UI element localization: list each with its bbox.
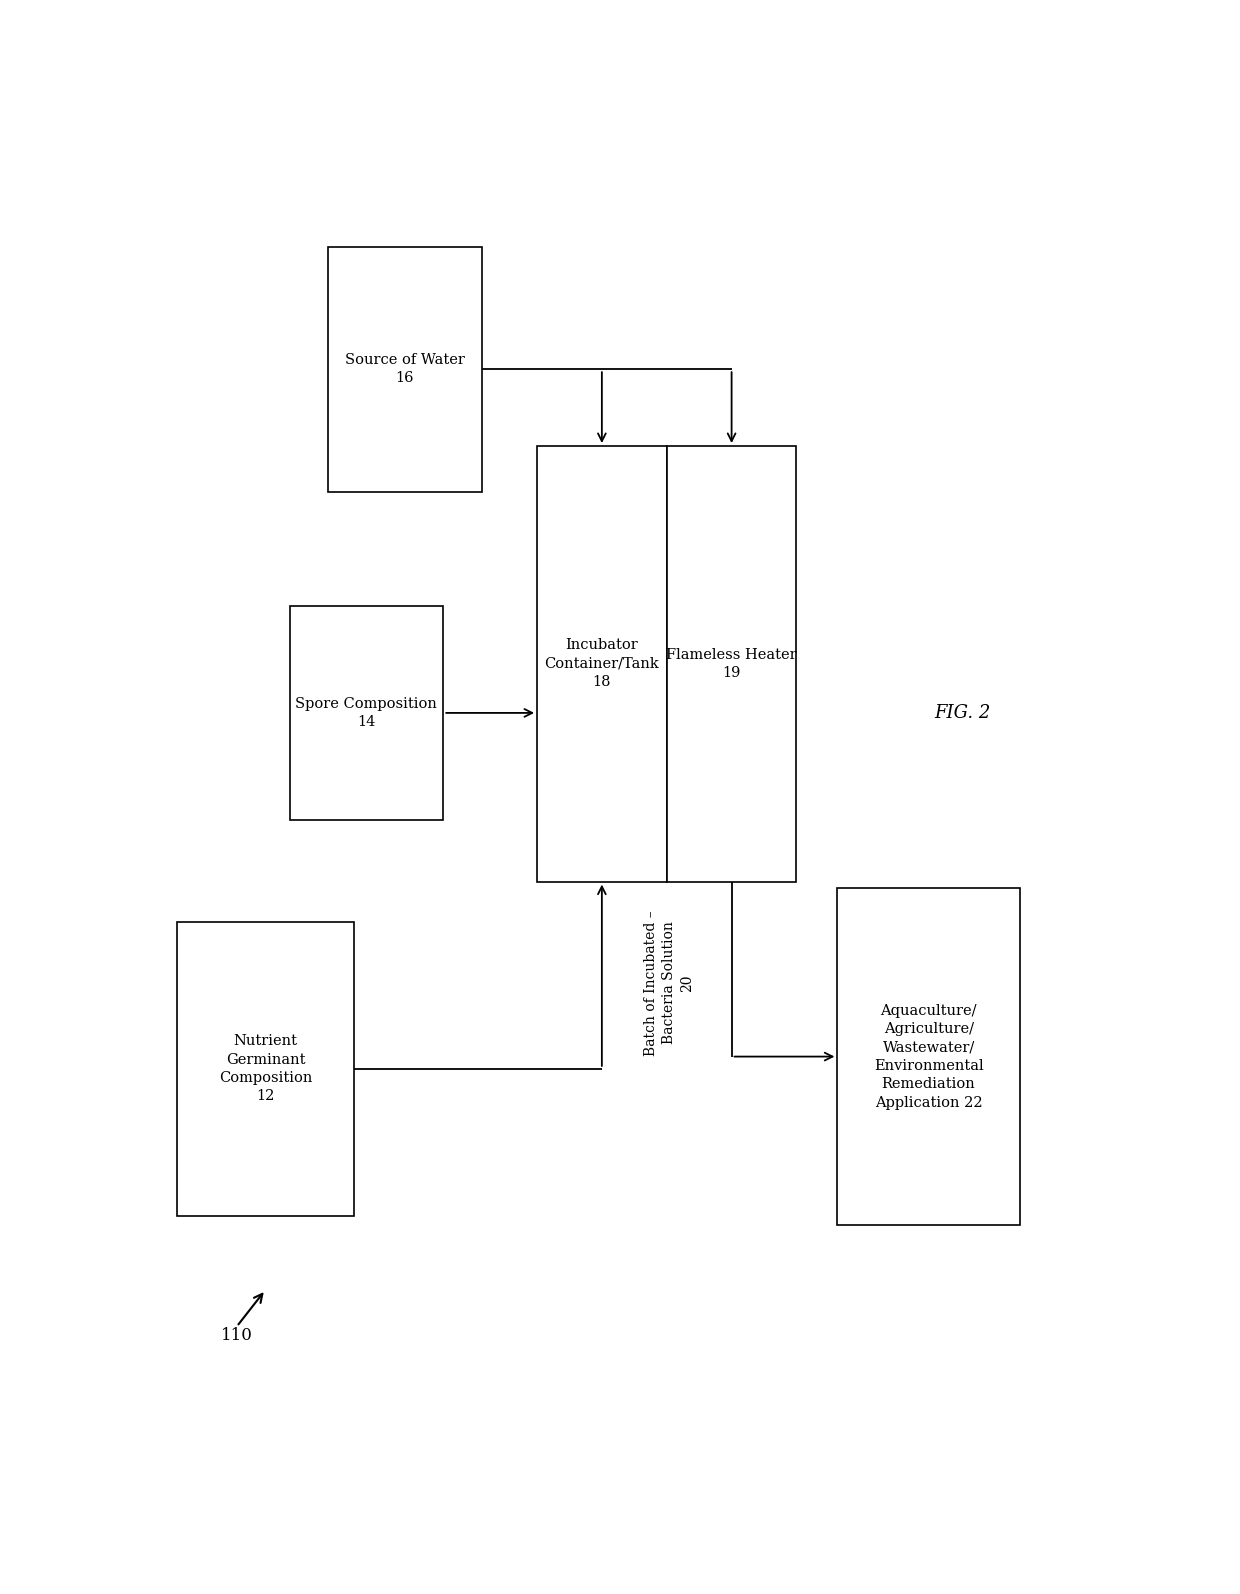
Text: Source of Water
16: Source of Water 16 [345,352,465,386]
Text: Flameless Heater
19: Flameless Heater 19 [666,647,797,681]
Text: Spore Composition
14: Spore Composition 14 [295,697,438,728]
Bar [667,446,796,881]
Text: Incubator
Container/Tank
18: Incubator Container/Tank 18 [544,639,660,689]
Text: Aquaculture/
Agriculture/
Wastewater/
Environmental
Remediation
Application 22: Aquaculture/ Agriculture/ Wastewater/ En… [874,1004,983,1109]
Bar [176,921,355,1216]
Text: Nutrient
Germinant
Composition
12: Nutrient Germinant Composition 12 [218,1035,312,1103]
Text: FIG. 2: FIG. 2 [934,705,991,722]
Bar [837,888,1021,1226]
Text: Batch of Incubated –
Bacteria Solution
20: Batch of Incubated – Bacteria Solution 2… [644,910,694,1055]
Bar [327,247,481,493]
Bar [537,446,667,881]
Text: 110: 110 [221,1326,253,1344]
Bar [290,606,444,821]
